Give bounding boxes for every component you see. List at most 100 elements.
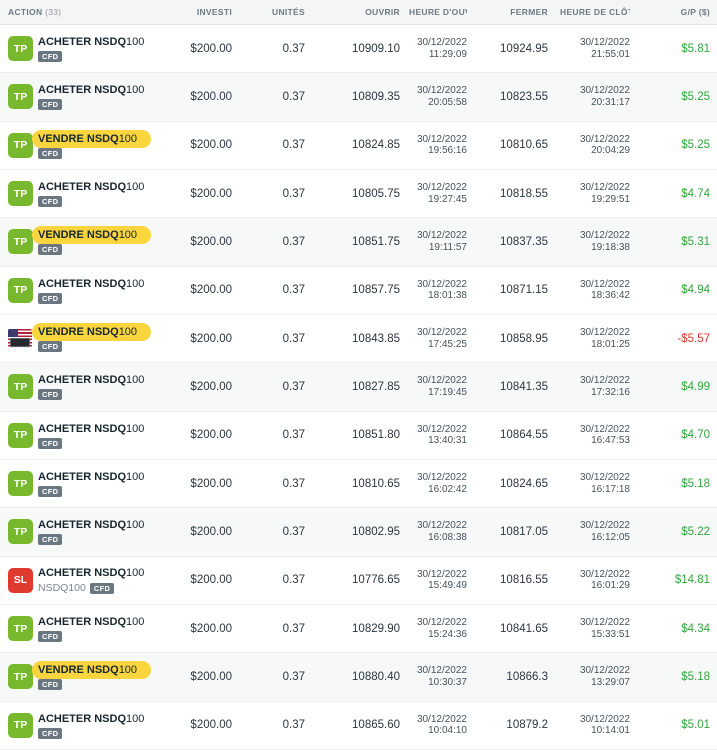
table-row[interactable]: TP ACHETER NSDQ100 CFD $200.00 0.37 10829.90 3… — [0, 604, 717, 654]
table-row[interactable]: TP ACHETER NSDQ100 CFD $200.00 0.37 10810.65 3… — [0, 459, 717, 509]
close-time: 16:01:29 — [591, 580, 630, 592]
column-header-gp[interactable]: G/P ($) — [680, 7, 710, 17]
action-cell[interactable]: VENDRE NSDQ100 CFD — [32, 129, 185, 159]
action-header-label: ACTION — [8, 7, 43, 17]
units-value: 0.37 — [282, 574, 305, 587]
action-cell[interactable]: ACHETER NSDQ100 CFD — [38, 470, 185, 498]
gp-value: $5.25 — [681, 139, 710, 152]
open-datetime: 30/12/2022 17:45:25 — [400, 327, 467, 350]
action-label: ACHETER NSDQ100 — [38, 277, 185, 291]
column-header-close-time[interactable]: HEURE DE CLÔTU.. — [560, 7, 630, 17]
column-header-units[interactable]: UNITÉS — [272, 7, 305, 17]
tp-badge: TP — [8, 712, 33, 738]
order-type-cell: TP — [8, 712, 38, 738]
open-rate: 10827.85 — [352, 380, 400, 393]
table-row[interactable]: TP ACHETER NSDQ100 CFD $200.00 0.37 10805.75 3… — [0, 169, 717, 219]
action-cell[interactable]: ACHETER NSDQ100 CFD — [38, 615, 185, 643]
close-datetime: 30/12/2022 21:55:01 — [548, 37, 630, 60]
table-row[interactable]: TP VENDRE NSDQ100 CFD $200.00 0.37 10851.75 30… — [0, 218, 717, 267]
close-time: 17:32:16 — [591, 386, 630, 398]
column-header-close[interactable]: FERMER — [510, 7, 548, 17]
tp-badge: TP — [8, 277, 33, 303]
action-cell[interactable]: ACHETER NSDQ100 CFD — [38, 83, 185, 111]
close-rate: 10810.65 — [500, 139, 548, 152]
tp-badge: TP — [8, 664, 33, 690]
table-row[interactable]: TP ACHETER NSDQ100 CFD $200.00 0.37 10802.95 3… — [0, 508, 717, 557]
action-cell[interactable]: VENDRE NSDQ100 CFD — [32, 226, 185, 256]
units-value: 0.37 — [282, 187, 305, 200]
table-row[interactable]: TP VENDRE NSDQ100 CFD $200.00 0.37 10880.40 30… — [0, 653, 717, 702]
close-date: 30/12/2022 — [579, 472, 630, 484]
action-cell[interactable]: ACHETER NSDQ100 CFD — [38, 277, 185, 304]
column-header-open[interactable]: OUVRIR — [365, 7, 400, 17]
table-row[interactable]: TP ACHETER NSDQ100 CFD $200.00 0.37 10857.75 3… — [0, 266, 717, 315]
gp-value: -$5.57 — [677, 332, 710, 345]
table-row[interactable]: TP ACHETER NSDQ100 CFD $200.00 0.37 10827.85 3… — [0, 363, 717, 412]
open-datetime: 30/12/2022 16:02:42 — [400, 472, 467, 495]
gp-value: $5.81 — [681, 42, 710, 55]
instrument-suffix: 100 — [118, 664, 138, 677]
action-cell[interactable]: VENDRE NSDQ100 CFD — [32, 323, 185, 353]
action-cell[interactable]: VENDRE NSDQ100 CFD — [32, 661, 185, 691]
close-time: 18:36:42 — [591, 290, 630, 302]
tp-badge: TP — [8, 181, 33, 207]
cfd-badge: CFD — [38, 679, 63, 691]
tp-badge: TP — [8, 36, 33, 62]
cfd-badge: CFD — [38, 244, 63, 256]
table-row[interactable]: TP ACHETER NSDQ100 CFD $200.00 0.37 10865.60 3… — [0, 701, 717, 750]
action-subline: CFD — [38, 389, 185, 401]
column-header-invested[interactable]: INVESTI — [196, 7, 232, 17]
action-cell[interactable]: ACHETER NSDQ100 CFD — [38, 712, 185, 739]
close-date: 30/12/2022 — [579, 133, 630, 145]
close-datetime: 30/12/2022 20:04:29 — [548, 134, 630, 157]
open-time: 16:08:38 — [428, 531, 467, 543]
close-datetime: 30/12/2022 16:17:18 — [548, 472, 630, 495]
close-datetime: 30/12/2022 16:12:05 — [548, 520, 630, 543]
table-row[interactable]: SL ACHETER NSDQ100 NSDQ100 CFD $200.00 0.37 10… — [0, 556, 717, 605]
action-cell[interactable]: ACHETER NSDQ100 CFD — [38, 422, 185, 449]
units-value: 0.37 — [282, 477, 305, 490]
column-header-action[interactable]: ACTION (33) — [8, 7, 185, 17]
open-time: 20:05:58 — [428, 96, 467, 108]
action-cell[interactable]: ACHETER NSDQ100 CFD — [38, 180, 185, 208]
close-time: 16:47:53 — [591, 435, 630, 447]
table-row[interactable]: VENDRE NSDQ100 CFD $200.00 0.37 10843.85 30/1… — [0, 314, 717, 364]
open-date: 30/12/2022 — [416, 182, 467, 194]
close-date: 30/12/2022 — [579, 665, 630, 677]
instrument-suffix: 100 — [126, 712, 145, 725]
gp-value: $5.18 — [681, 477, 710, 490]
action-cell[interactable]: ACHETER NSDQ100 NSDQ100 CFD — [38, 566, 185, 594]
open-rate: 10851.75 — [352, 235, 400, 248]
instrument-suffix: 100 — [126, 471, 145, 484]
close-time: 13:29:07 — [591, 676, 630, 688]
open-datetime: 30/12/2022 19:56:16 — [400, 134, 467, 157]
tp-badge: TP — [8, 374, 33, 400]
action-subline: CFD — [38, 437, 185, 449]
cfd-badge: CFD — [38, 99, 63, 111]
action-cell[interactable]: ACHETER NSDQ100 CFD — [38, 518, 185, 546]
close-rate: 10879.2 — [506, 719, 548, 732]
table-row[interactable]: TP ACHETER NSDQ100 CFD $200.00 0.37 10851.80 3… — [0, 411, 717, 460]
open-time: 19:27:45 — [428, 193, 467, 205]
open-time: 15:24:36 — [428, 628, 467, 640]
close-datetime: 30/12/2022 18:36:42 — [548, 279, 630, 302]
open-time: 17:19:45 — [428, 386, 467, 398]
close-time: 15:33:51 — [591, 628, 630, 640]
instrument-suffix: 100 — [126, 84, 145, 97]
action-cell[interactable]: ACHETER NSDQ100 CFD — [38, 35, 185, 63]
action-cell[interactable]: ACHETER NSDQ100 CFD — [38, 373, 185, 401]
close-date: 30/12/2022 — [579, 182, 630, 194]
instrument-suffix: 100 — [118, 229, 138, 242]
gp-value: $4.34 — [681, 622, 710, 635]
close-date: 30/12/2022 — [579, 423, 630, 435]
open-time: 17:45:25 — [428, 338, 467, 350]
action-label: ACHETER NSDQ100 — [38, 35, 185, 49]
table-row[interactable]: TP ACHETER NSDQ100 CFD $200.00 0.37 10809.35 3… — [0, 73, 717, 122]
table-row[interactable]: TP ACHETER NSDQ100 CFD $200.00 0.37 10909.10 3… — [0, 25, 717, 74]
close-datetime: 30/12/2022 10:14:01 — [548, 714, 630, 737]
column-header-open-time[interactable]: HEURE D'OUVERT... — [409, 7, 467, 17]
table-row[interactable]: TP VENDRE NSDQ100 CFD $200.00 0.37 10824.85 30… — [0, 121, 717, 170]
action-label: ACHETER NSDQ100 — [38, 615, 185, 629]
close-time: 19:29:51 — [591, 193, 630, 205]
invested-value: $200.00 — [190, 719, 232, 732]
